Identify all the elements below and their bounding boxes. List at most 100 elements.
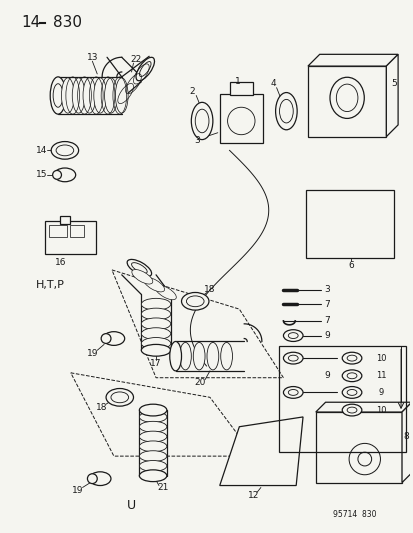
Text: 15: 15 (36, 171, 47, 180)
Text: 13: 13 (86, 53, 98, 62)
Ellipse shape (348, 443, 380, 475)
Bar (60, 216, 70, 224)
Text: 19: 19 (72, 486, 83, 495)
Ellipse shape (342, 404, 361, 416)
Ellipse shape (127, 260, 151, 277)
Ellipse shape (103, 332, 124, 345)
Ellipse shape (186, 296, 204, 306)
Ellipse shape (220, 342, 232, 370)
Ellipse shape (275, 93, 297, 130)
Ellipse shape (283, 352, 302, 364)
Text: 21: 21 (157, 483, 168, 492)
Ellipse shape (139, 411, 166, 422)
Text: 18: 18 (204, 285, 215, 294)
Text: 14: 14 (36, 146, 47, 155)
Text: 16: 16 (55, 257, 66, 266)
Ellipse shape (191, 102, 212, 140)
Text: 9: 9 (324, 372, 330, 380)
Polygon shape (401, 402, 411, 482)
Ellipse shape (141, 318, 170, 330)
Ellipse shape (227, 107, 254, 135)
Text: 9: 9 (378, 388, 383, 397)
Ellipse shape (329, 77, 363, 118)
Ellipse shape (141, 344, 170, 356)
Text: 9: 9 (324, 331, 330, 340)
Text: 2: 2 (189, 87, 195, 96)
Ellipse shape (139, 422, 166, 432)
Text: 12: 12 (248, 491, 259, 500)
Ellipse shape (141, 308, 170, 320)
Text: 830: 830 (53, 15, 82, 30)
Ellipse shape (53, 84, 63, 107)
Bar (305, 190, 393, 258)
Ellipse shape (83, 78, 95, 113)
Ellipse shape (279, 100, 292, 123)
Ellipse shape (169, 342, 181, 371)
Text: 10: 10 (375, 406, 386, 415)
Text: 5: 5 (390, 79, 396, 88)
Ellipse shape (111, 392, 128, 403)
Ellipse shape (342, 352, 361, 364)
Bar (229, 82, 252, 95)
Ellipse shape (51, 142, 78, 159)
Text: 6: 6 (347, 261, 353, 270)
Ellipse shape (193, 342, 204, 370)
Ellipse shape (342, 370, 361, 382)
Text: 14: 14 (22, 15, 41, 30)
Ellipse shape (139, 61, 151, 77)
Ellipse shape (342, 386, 361, 398)
Text: 8: 8 (402, 432, 408, 441)
Text: 11: 11 (375, 372, 386, 380)
Ellipse shape (139, 441, 166, 452)
Text: 7: 7 (324, 300, 330, 309)
Ellipse shape (61, 78, 74, 113)
Text: 17: 17 (150, 359, 161, 368)
Text: H,T,P: H,T,P (36, 280, 64, 289)
Text: 19: 19 (86, 349, 98, 358)
Ellipse shape (139, 461, 166, 471)
Text: 20: 20 (194, 378, 205, 387)
Polygon shape (219, 417, 302, 486)
Text: 95714  830: 95714 830 (332, 511, 376, 520)
Ellipse shape (347, 373, 356, 379)
Ellipse shape (139, 451, 166, 462)
Ellipse shape (139, 404, 166, 416)
Ellipse shape (283, 330, 302, 342)
Bar (49, 225, 66, 237)
Ellipse shape (131, 270, 152, 284)
Ellipse shape (357, 452, 371, 466)
Ellipse shape (115, 78, 128, 113)
Ellipse shape (139, 470, 166, 482)
Ellipse shape (131, 263, 147, 273)
Bar (70, 225, 83, 237)
Ellipse shape (141, 298, 170, 310)
Ellipse shape (52, 171, 61, 179)
Ellipse shape (181, 293, 209, 310)
Ellipse shape (155, 285, 176, 300)
Ellipse shape (50, 77, 66, 114)
Ellipse shape (139, 431, 166, 442)
Text: 10: 10 (375, 353, 386, 362)
Bar (278, 346, 405, 452)
Text: 18: 18 (96, 402, 108, 411)
Text: 3: 3 (324, 285, 330, 294)
Ellipse shape (287, 355, 297, 361)
Ellipse shape (141, 328, 170, 340)
Polygon shape (315, 402, 411, 412)
Ellipse shape (335, 84, 357, 111)
Ellipse shape (287, 333, 297, 338)
Ellipse shape (104, 78, 117, 113)
Ellipse shape (54, 168, 76, 182)
Ellipse shape (347, 390, 356, 395)
Ellipse shape (206, 342, 218, 370)
Text: 4: 4 (270, 79, 276, 88)
Text: 22: 22 (131, 55, 142, 64)
Ellipse shape (141, 337, 170, 349)
Polygon shape (307, 54, 397, 66)
Ellipse shape (72, 78, 85, 113)
Bar (315, 412, 401, 482)
Bar (307, 66, 385, 136)
Text: U: U (127, 499, 136, 512)
Bar (219, 93, 262, 142)
Ellipse shape (283, 386, 302, 398)
